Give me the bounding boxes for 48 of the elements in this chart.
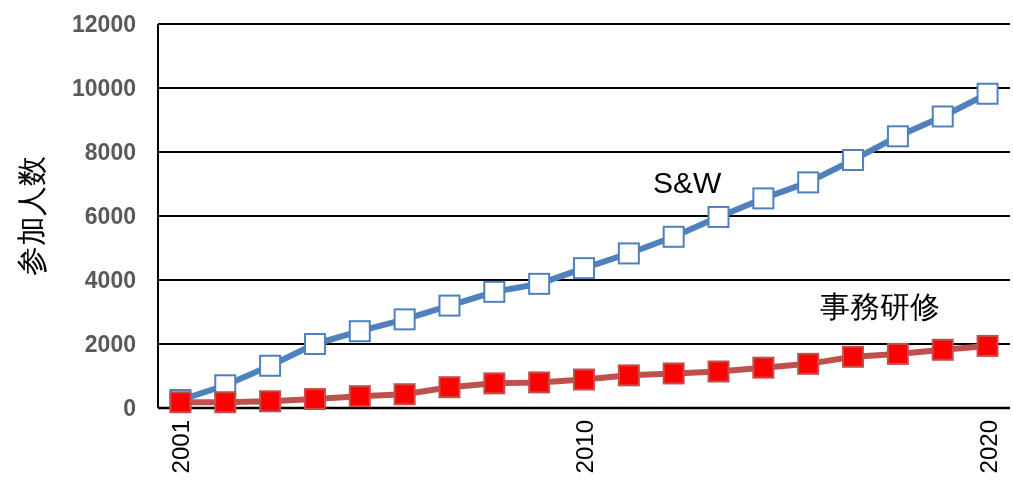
point	[662, 362, 685, 385]
y-axis-title: 参加人数	[15, 156, 48, 276]
point	[259, 354, 282, 377]
point	[797, 171, 820, 194]
point	[931, 338, 954, 361]
y-tick-label: 10000	[72, 75, 136, 101]
point	[617, 364, 640, 387]
y-tick-label: 8000	[84, 139, 136, 165]
x-tick-label: 2010	[571, 420, 598, 474]
point	[931, 105, 954, 128]
point	[303, 388, 326, 411]
point	[752, 356, 775, 379]
point	[886, 342, 909, 365]
point	[797, 352, 820, 375]
point	[348, 320, 371, 343]
point	[617, 242, 640, 265]
point	[214, 391, 237, 414]
point	[348, 385, 371, 408]
point	[438, 376, 461, 399]
point	[259, 390, 282, 413]
y-tick-label: 6000	[84, 203, 136, 229]
point	[528, 272, 551, 295]
y-tick-label: 0	[123, 395, 136, 421]
point	[662, 225, 685, 248]
point	[573, 257, 595, 280]
point	[393, 383, 416, 406]
point	[707, 205, 730, 228]
point	[438, 294, 461, 317]
point	[528, 371, 551, 394]
y-tick-label: 4000	[84, 267, 136, 293]
point	[573, 368, 595, 391]
point	[886, 125, 909, 148]
point	[842, 345, 865, 368]
point	[976, 334, 999, 357]
point	[752, 187, 775, 210]
point	[303, 333, 326, 355]
point	[483, 372, 506, 395]
y-tick-label: 12000	[72, 11, 136, 37]
y-tick-label: 2000	[84, 331, 136, 357]
point	[976, 82, 999, 105]
x-tick-label: 2020	[974, 420, 1002, 474]
series-label: 事務研修	[819, 290, 940, 324]
point	[707, 360, 730, 383]
point	[483, 280, 506, 303]
series-label: S&W	[652, 165, 722, 199]
point	[842, 149, 865, 171]
x-tick-label: 2001	[167, 420, 195, 474]
point	[393, 308, 416, 331]
